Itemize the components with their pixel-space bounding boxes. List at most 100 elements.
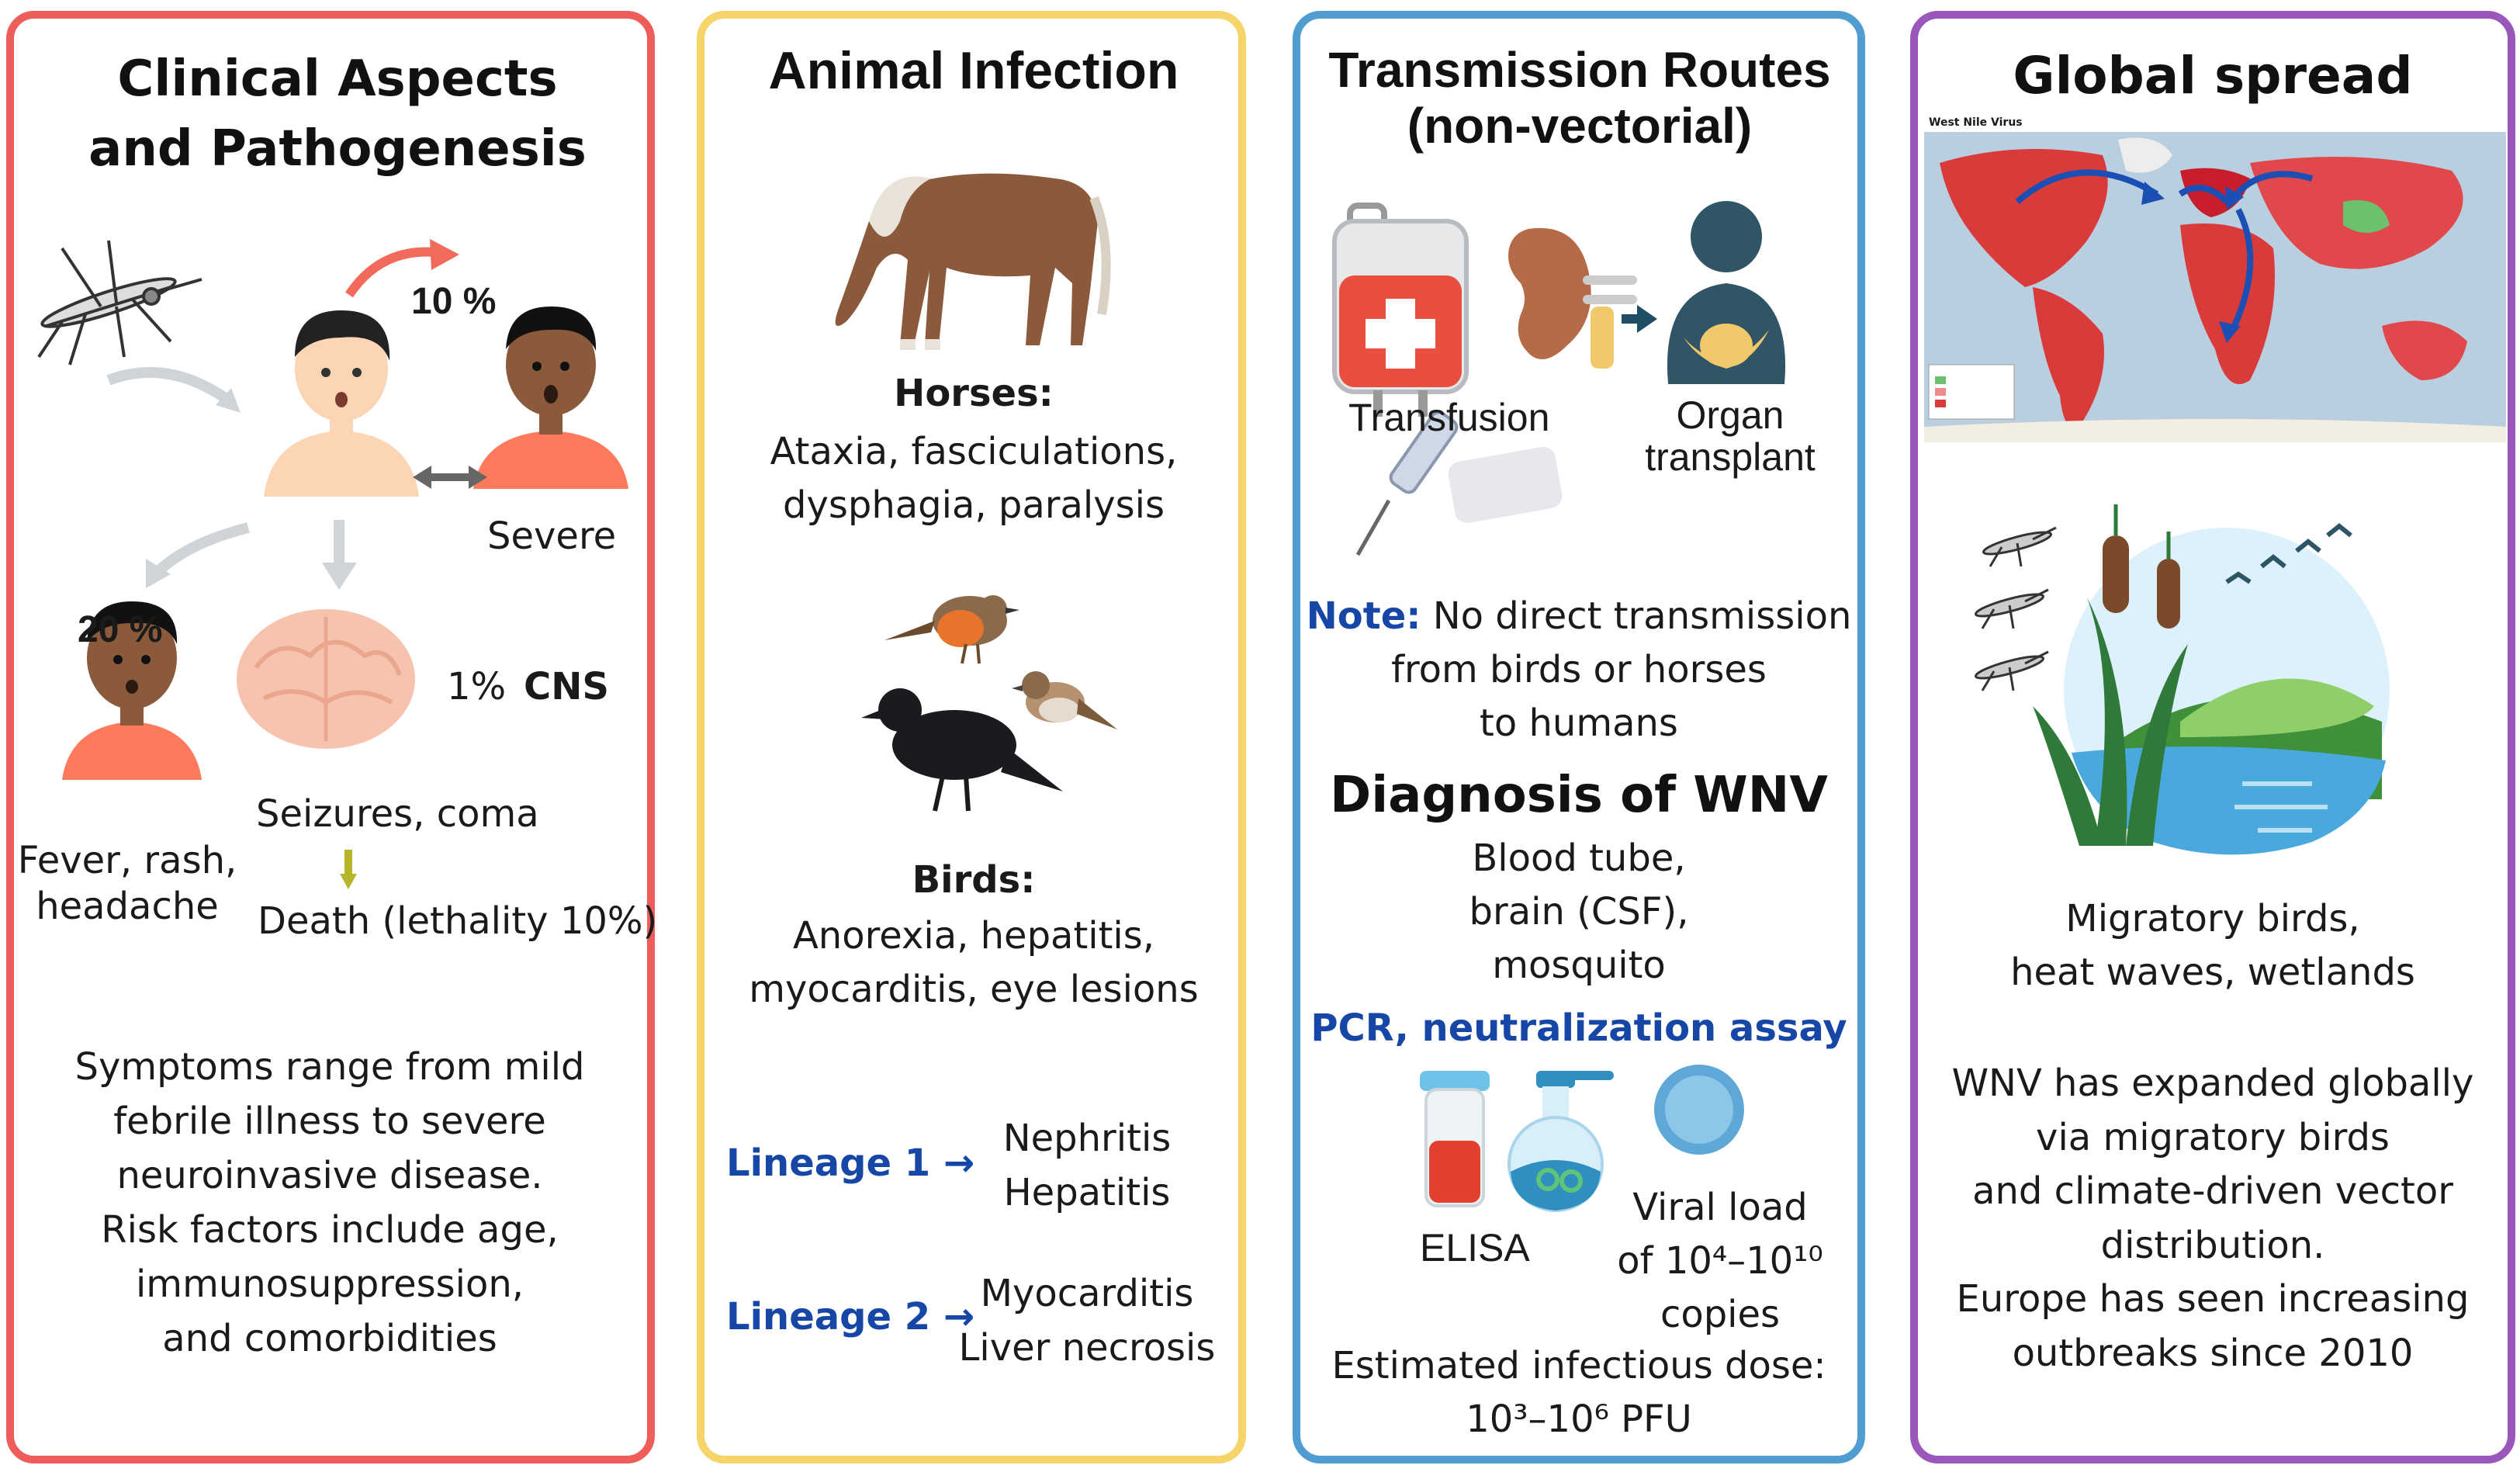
clinical-summary-line: immunosuppression, (135, 1263, 524, 1307)
lineage2-effects: Myocarditis Liver necrosis (951, 1266, 1223, 1375)
transmission-title-line2: (non-vectorial) (1407, 97, 1753, 154)
organ-transplant-icon (1667, 201, 1786, 384)
label-organ-transplant: Organ transplant (1625, 394, 1835, 478)
birds-heading: Birds: (912, 858, 1036, 902)
label-elisa: ELISA (1420, 1226, 1530, 1269)
person-icon (264, 310, 419, 497)
global-summary-line: via migratory birds (2036, 1115, 2390, 1159)
note-line1: No direct transmission (1432, 594, 1852, 638)
viral-load-line: Viral load (1632, 1186, 1808, 1229)
pct-cns: 1% (447, 665, 507, 708)
note-line3: to humans (1480, 701, 1678, 746)
crow-bird (861, 688, 1063, 812)
lineage1-effects: Nephritis Hepatitis (951, 1111, 1223, 1220)
arrow-to-transplant (1622, 305, 1657, 333)
animal-title: Animal Infection (768, 41, 1179, 100)
lineage1-effect: Hepatitis (1003, 1171, 1171, 1215)
diagnosis-sample: mosquito (1492, 944, 1666, 988)
clinical-title-line2: and Pathogenesis (88, 119, 587, 178)
map-title: West Nile Virus (1929, 116, 2023, 129)
horses-symptoms-line1: Ataxia, fasciculations, (770, 430, 1178, 473)
lineage2-effect: Liver necrosis (958, 1326, 1216, 1370)
bird-icon (861, 595, 1117, 812)
lineage1-effect: Nephritis (1002, 1117, 1172, 1160)
diagnosis-assay: PCR, neutralization assay (1310, 1006, 1847, 1050)
syringe-icon (1355, 410, 1563, 556)
person-icon-severe (473, 307, 628, 489)
global-drivers-line1: Migratory birds, (2065, 897, 2360, 940)
clinical-summary: Symptoms range from mild febrile illness… (23, 1040, 636, 1366)
global-summary: WNV has expanded globally via migratory … (1918, 1057, 2508, 1381)
cns-outcome: Seizures, coma (256, 792, 539, 836)
viral-load: Viral load of 10⁴–10¹⁰ copies (1608, 1181, 1833, 1342)
arrow-to-mild (151, 522, 250, 579)
mosquito-icon (37, 240, 202, 365)
robin-bird (884, 595, 1019, 664)
clinical-summary-line: febrile illness to severe (113, 1100, 546, 1144)
diagnosis-sample: brain (CSF), (1469, 890, 1689, 934)
diagnosis-sample: Blood tube, (1472, 836, 1686, 880)
arrow-to-death (340, 850, 357, 889)
arrow-to-patient (106, 367, 237, 408)
transmission-note: Note: No direct transmission from birds … (1303, 590, 1854, 750)
transmission-title-line1: Transmission Routes (1328, 42, 1831, 98)
label-organ-line1: Organ (1676, 393, 1784, 437)
infectious-dose: Estimated infectious dose: 10³–10⁶ PFU (1303, 1339, 1854, 1446)
petri-dish-icon (1654, 1065, 1744, 1155)
label-organ-line2: transplant (1645, 435, 1816, 479)
diagnosis-samples: Blood tube, brain (CSF), mosquito (1303, 832, 1854, 992)
global-title: Global spread (2013, 46, 2413, 106)
clinical-summary-line: Risk factors include age, (101, 1208, 559, 1252)
horses-heading: Horses: (894, 372, 1054, 415)
clinical-summary-line: Symptoms range from mild (74, 1045, 585, 1089)
wetland-icon (1974, 504, 2390, 855)
blood-bag-icon (1332, 203, 1469, 417)
birds-symptoms-line1: Anorexia, hepatitis, (792, 914, 1155, 958)
clinical-illustration (37, 239, 628, 889)
transmission-illustration (1332, 201, 1786, 556)
horse-icon (835, 173, 1111, 350)
global-drivers: Migratory birds, heat waves, wetlands (1918, 892, 2508, 999)
brain-icon (237, 609, 415, 749)
lineage2-effect: Myocarditis (980, 1272, 1194, 1315)
clinical-summary-line: and comorbidities (162, 1317, 497, 1361)
global-summary-line: distribution. (2100, 1223, 2325, 1267)
label-transfusion: Transfusion (1348, 396, 1550, 439)
diagnosis-title: Diagnosis of WNV (1330, 767, 1828, 824)
mild-symptoms-line1: Fever, rash, (17, 839, 237, 882)
world-map: West Nile Virus (1924, 116, 2506, 450)
note-label: Note: (1306, 594, 1421, 638)
clinical-title: Clinical Aspects and Pathogenesis (23, 45, 652, 184)
viral-load-line: copies (1660, 1293, 1781, 1337)
transmission-title: Transmission Routes (non-vectorial) (1300, 42, 1859, 154)
horses-symptoms: Ataxia, fasciculations, dysphagia, paral… (706, 425, 1241, 532)
global-summary-line: Europe has seen increasing (1956, 1277, 2470, 1321)
infectious-dose-line1: Estimated infectious dose: (1331, 1344, 1826, 1387)
global-drivers-line2: heat waves, wetlands (2010, 951, 2415, 995)
person-icon-mild (62, 601, 202, 780)
global-summary-line: and climate-driven vector (1972, 1169, 2453, 1214)
note-line2: from birds or horses (1391, 648, 1767, 692)
label-cns: CNS (524, 665, 609, 708)
death-label: Death (lethality 10%) (258, 899, 658, 943)
clinical-summary-line: neuroinvasive disease. (116, 1154, 543, 1198)
mosquito-icon (1974, 526, 2057, 691)
horses-symptoms-line2: dysphagia, paralysis (782, 483, 1165, 528)
infectious-dose-line2: 10³–10⁶ PFU (1466, 1398, 1692, 1442)
mild-symptoms: Fever, rash, headache (11, 838, 244, 929)
pct-severe: 10 % (411, 281, 497, 322)
birds-symptoms-line2: myocarditis, eye lesions (749, 968, 1199, 1012)
lineage2-label: Lineage 2 → (726, 1295, 975, 1339)
kidney-icon (1508, 227, 1637, 369)
lineage1-label: Lineage 1 → (726, 1141, 975, 1185)
clinical-title-line1: Clinical Aspects (117, 50, 558, 108)
arrow-to-cns (334, 520, 344, 566)
test-tube-icon (1420, 1071, 1490, 1207)
global-summary-line: outbreaks since 2010 (2012, 1331, 2414, 1375)
global-summary-line: WNV has expanded globally (1951, 1062, 2474, 1105)
arrow-to-severe (345, 247, 435, 298)
sparrow-bird (1012, 671, 1117, 729)
double-arrow (413, 466, 487, 489)
viral-load-line: of 10⁴–10¹⁰ (1617, 1239, 1823, 1283)
birds-symptoms: Anorexia, hepatitis, myocarditis, eye le… (706, 909, 1241, 1017)
